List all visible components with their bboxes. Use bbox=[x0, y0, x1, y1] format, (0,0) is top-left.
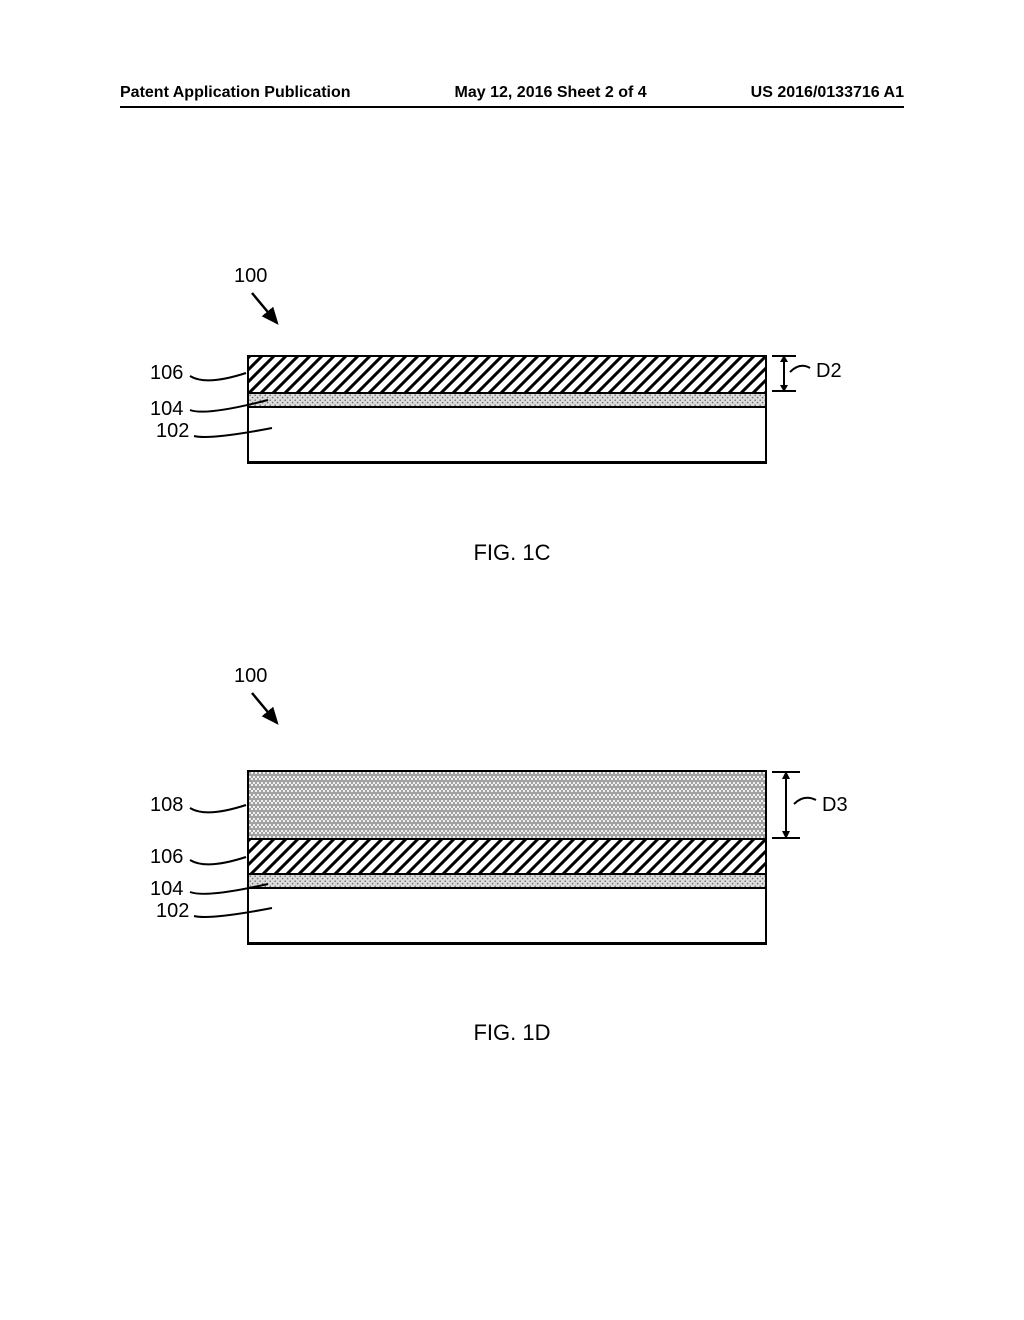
label-108-1d: 108 bbox=[150, 794, 183, 817]
layer-108-1d bbox=[249, 772, 765, 838]
layer-102-1d bbox=[249, 887, 765, 942]
caption-1c: FIG. 1C bbox=[0, 540, 1024, 566]
header-right: US 2016/0133716 A1 bbox=[751, 84, 904, 102]
dim-label-d3: D3 bbox=[822, 794, 848, 817]
leader-104-1c bbox=[188, 398, 268, 418]
leader-104-1d bbox=[188, 880, 268, 900]
leader-102-1c bbox=[192, 424, 272, 442]
leader-106-1d bbox=[188, 852, 258, 872]
page-header: Patent Application Publication May 12, 2… bbox=[0, 84, 1024, 102]
leader-106-1c bbox=[188, 368, 258, 388]
dim-label-d2: D2 bbox=[816, 360, 842, 383]
header-left: Patent Application Publication bbox=[120, 84, 351, 102]
layer-104-1c bbox=[249, 392, 765, 406]
header-rule bbox=[120, 106, 904, 108]
layer-stack-1d bbox=[247, 770, 767, 945]
ref-arrow-1d bbox=[232, 688, 292, 738]
ref-number-1d: 100 bbox=[234, 665, 267, 688]
label-104-1c: 104 bbox=[150, 398, 183, 421]
label-102-1d: 102 bbox=[156, 900, 189, 923]
leader-102-1d bbox=[192, 904, 272, 922]
layer-102-1c bbox=[249, 406, 765, 461]
leader-108-1d bbox=[188, 800, 258, 820]
layer-106-1c bbox=[249, 357, 765, 392]
caption-1d: FIG. 1D bbox=[0, 1020, 1024, 1046]
label-106-1d: 106 bbox=[150, 846, 183, 869]
layer-stack-1c bbox=[247, 355, 767, 464]
ref-arrow-1c bbox=[232, 288, 292, 338]
ref-number-1c: 100 bbox=[234, 265, 267, 288]
header-center: May 12, 2016 Sheet 2 of 4 bbox=[455, 84, 647, 102]
label-106-1c: 106 bbox=[150, 362, 183, 385]
layer-106-1d bbox=[249, 838, 765, 873]
label-102-1c: 102 bbox=[156, 420, 189, 443]
label-104-1d: 104 bbox=[150, 878, 183, 901]
layer-104-1d bbox=[249, 873, 765, 887]
